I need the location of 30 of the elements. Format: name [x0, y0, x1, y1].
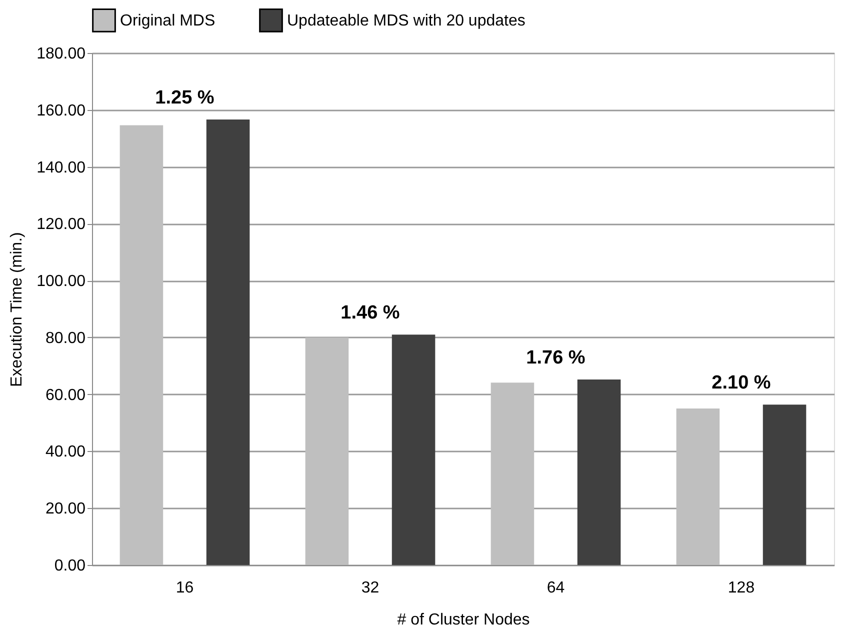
- y-tick-label: 0.00: [54, 558, 86, 574]
- legend-label: Updateable MDS with 20 updates: [287, 12, 526, 30]
- x-tick-label: 64: [546, 580, 565, 596]
- bar: [120, 125, 164, 565]
- annotation: 2.10 %: [712, 372, 771, 394]
- annotation: 1.46 %: [340, 302, 400, 324]
- bar: [490, 382, 534, 565]
- bar: [206, 120, 250, 565]
- y-axis-title: Execution Time (min.): [8, 232, 26, 387]
- x-tick-label: 128: [728, 580, 755, 596]
- legend-label: Original MDS: [120, 12, 216, 30]
- y-tick-label: 20.00: [45, 500, 86, 518]
- y-tick-label: 180.00: [36, 46, 86, 62]
- annotation: 1.25 %: [155, 88, 214, 109]
- bar: [577, 380, 621, 565]
- y-tick-label: 140.00: [36, 159, 86, 176]
- annotation: 1.76 %: [526, 348, 586, 369]
- y-tick-label: 120.00: [36, 216, 86, 234]
- x-tick-label: 32: [361, 580, 380, 596]
- y-tick-label: 80.00: [45, 330, 86, 347]
- y-tick-label: 160.00: [36, 102, 86, 120]
- y-tick-label: 40.00: [45, 444, 86, 461]
- x-axis-title: # of Cluster Nodes: [397, 612, 530, 628]
- bar: [305, 337, 349, 565]
- bar: [676, 408, 720, 565]
- y-tick-label: 100.00: [36, 273, 86, 290]
- y-tick-label: 60.00: [45, 386, 86, 404]
- x-tick-label: 16: [176, 580, 194, 596]
- bar: [762, 404, 806, 565]
- bar: [392, 334, 436, 565]
